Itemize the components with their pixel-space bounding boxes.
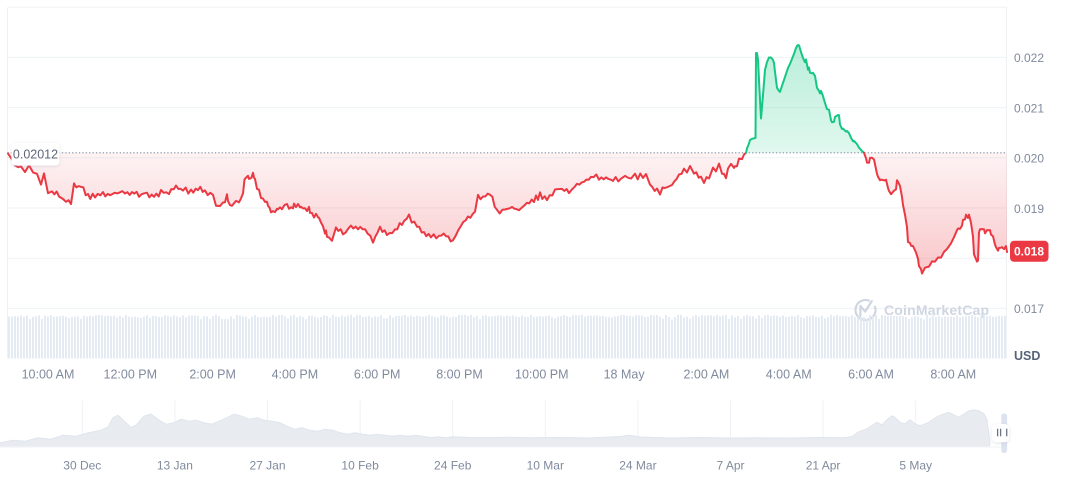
svg-text:4:00 AM: 4:00 AM xyxy=(766,367,812,381)
svg-text:10:00 AM: 10:00 AM xyxy=(22,367,75,381)
svg-text:0.02012: 0.02012 xyxy=(13,148,58,162)
svg-text:4:00 PM: 4:00 PM xyxy=(272,367,319,381)
svg-text:0.017: 0.017 xyxy=(1014,302,1044,316)
svg-text:10 Mar: 10 Mar xyxy=(527,458,564,472)
svg-text:2:00 PM: 2:00 PM xyxy=(189,367,236,381)
svg-text:21 Apr: 21 Apr xyxy=(806,458,841,472)
svg-text:24 Feb: 24 Feb xyxy=(434,458,472,472)
svg-text:12:00 PM: 12:00 PM xyxy=(104,367,158,381)
svg-text:27 Jan: 27 Jan xyxy=(249,458,285,472)
svg-text:18 May: 18 May xyxy=(604,367,646,381)
svg-text:6:00 AM: 6:00 AM xyxy=(848,367,894,381)
svg-text:10:00 PM: 10:00 PM xyxy=(515,367,569,381)
svg-text:10 Feb: 10 Feb xyxy=(341,458,379,472)
svg-text:24 Mar: 24 Mar xyxy=(619,458,656,472)
svg-text:0.019: 0.019 xyxy=(1014,202,1044,216)
svg-text:8:00 PM: 8:00 PM xyxy=(436,367,483,381)
svg-text:13 Jan: 13 Jan xyxy=(157,458,193,472)
svg-text:0.020: 0.020 xyxy=(1014,152,1044,166)
svg-text:6:00 PM: 6:00 PM xyxy=(354,367,401,381)
svg-text:0.022: 0.022 xyxy=(1014,51,1044,65)
svg-text:30 Dec: 30 Dec xyxy=(63,458,101,472)
svg-text:0.018: 0.018 xyxy=(1014,245,1044,259)
svg-text:0.021: 0.021 xyxy=(1014,101,1044,115)
svg-text:8:00 AM: 8:00 AM xyxy=(930,367,976,381)
svg-text:CoinMarketCap: CoinMarketCap xyxy=(884,302,989,318)
svg-text:7 Apr: 7 Apr xyxy=(716,458,744,472)
svg-text:5 May: 5 May xyxy=(899,458,932,472)
svg-text:2:00 AM: 2:00 AM xyxy=(683,367,729,381)
svg-text:USD: USD xyxy=(1014,349,1040,363)
